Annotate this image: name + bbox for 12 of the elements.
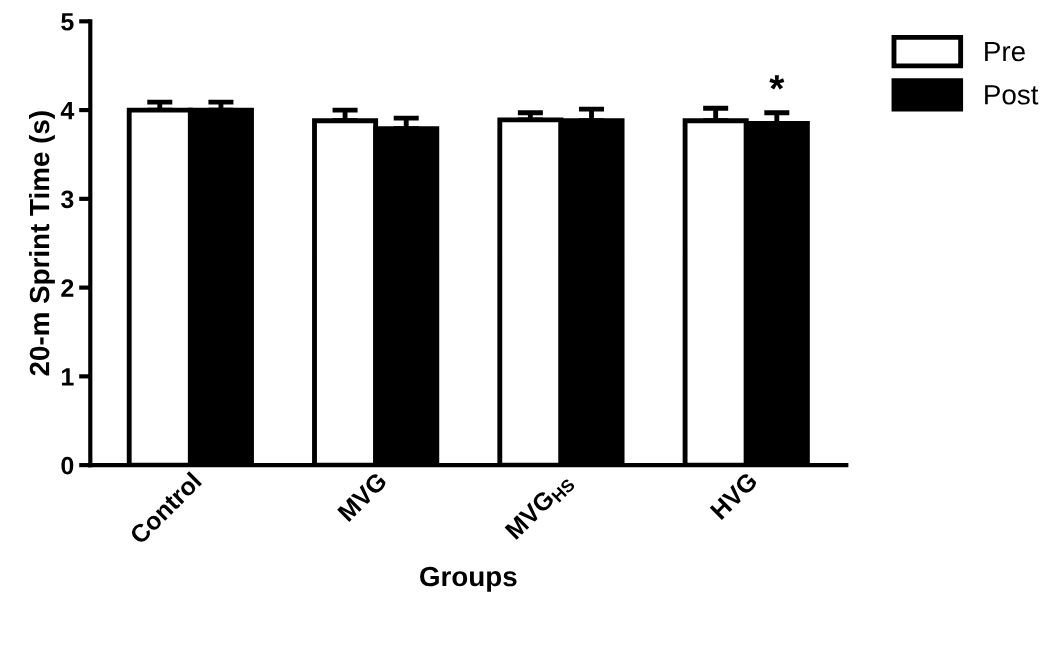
y-axis-title: 20-m Sprint Time (s) [28, 111, 55, 376]
y-tick-label: 0 [61, 456, 74, 475]
x-axis-title: Groups [420, 566, 517, 592]
legend-label: Post [985, 85, 1039, 105]
legend-label: Pre [985, 41, 1025, 62]
y-tick-label: 3 [61, 190, 74, 209]
y-tick-label: 2 [61, 279, 74, 297]
y-tick-label: 5 [61, 13, 74, 31]
y-tick-label: 1 [62, 368, 74, 386]
y-tick-label: 4 [60, 101, 75, 120]
x-tick-label: MVG$_{HS}$ [504, 471, 576, 543]
annotation: * [769, 75, 785, 90]
